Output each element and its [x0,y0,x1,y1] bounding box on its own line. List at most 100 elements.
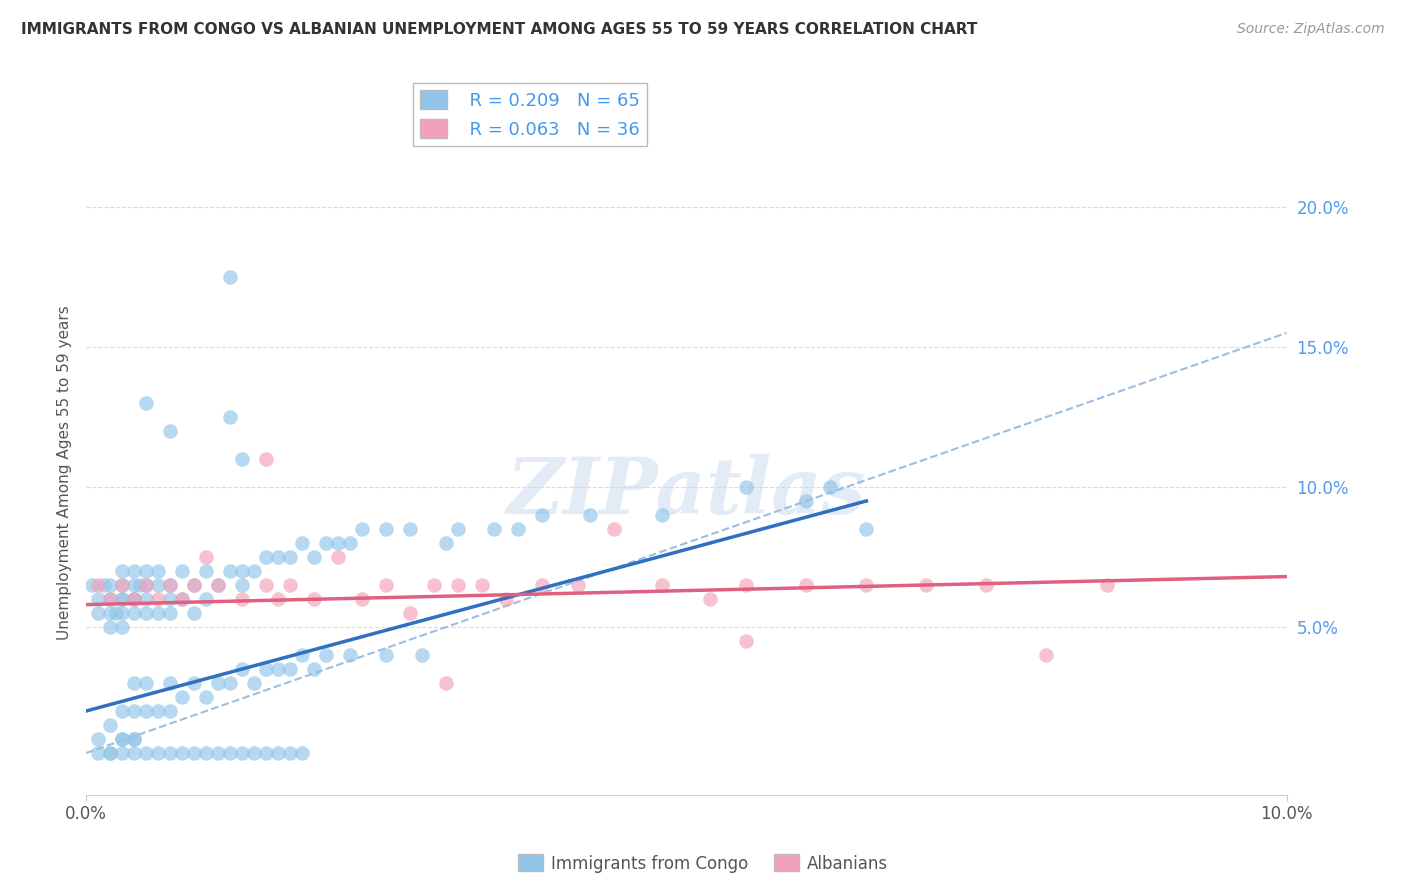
Point [603,522,626,536]
Text: Source: ZipAtlas.com: Source: ZipAtlas.com [1237,22,1385,37]
Point [172,746,194,760]
Point [159,676,181,690]
Point [651,508,673,522]
Point [278,746,301,760]
Point [135,564,157,578]
Point [267,746,290,760]
Point [699,592,721,607]
Point [111,606,134,620]
Point [87,578,110,592]
Point [339,536,361,550]
Point [315,648,337,662]
Point [111,564,134,578]
Point [267,662,290,676]
Point [375,578,398,592]
Text: IMMIGRANTS FROM CONGO VS ALBANIAN UNEMPLOYMENT AMONG AGES 55 TO 59 YEARS CORRELA: IMMIGRANTS FROM CONGO VS ALBANIAN UNEMPL… [21,22,977,37]
Point [159,606,181,620]
Point [796,494,818,508]
Point [855,578,877,592]
Point [278,578,301,592]
Point [820,480,842,494]
Point [111,704,134,718]
Point [243,676,266,690]
Point [352,592,374,607]
Point [231,662,253,676]
Point [146,746,169,760]
Point [135,676,157,690]
Point [291,648,314,662]
Point [315,536,337,550]
Point [183,578,205,592]
Point [207,578,229,592]
Point [243,564,266,578]
Point [195,592,218,607]
Point [98,606,121,620]
Point [1035,648,1057,662]
Point [159,592,181,607]
Point [146,578,169,592]
Point [434,536,457,550]
Point [93,578,115,592]
Point [291,536,314,550]
Point [231,592,253,607]
Point [111,620,134,634]
Point [183,676,205,690]
Point [219,564,242,578]
Point [159,578,181,592]
Point [399,522,422,536]
Point [651,578,673,592]
Point [172,592,194,607]
Point [855,522,877,536]
Legend: Immigrants from Congo, Albanians: Immigrants from Congo, Albanians [512,847,894,880]
Point [207,746,229,760]
Point [399,606,422,620]
Point [135,606,157,620]
Point [219,746,242,760]
Point [254,549,277,564]
Point [146,606,169,620]
Point [254,662,277,676]
Point [375,522,398,536]
Point [159,424,181,438]
Point [159,578,181,592]
Point [80,578,103,592]
Point [98,746,121,760]
Point [1095,578,1118,592]
Point [579,508,602,522]
Point [111,746,134,760]
Point [122,592,145,607]
Point [111,578,134,592]
Point [98,620,121,634]
Point [735,578,758,592]
Point [122,578,145,592]
Point [423,578,446,592]
Point [111,578,134,592]
Point [183,606,205,620]
Point [122,564,145,578]
Point [484,522,506,536]
Point [146,592,169,607]
Point [195,690,218,704]
Point [98,578,121,592]
Point [111,732,134,747]
Point [135,704,157,718]
Point [508,522,530,536]
Point [135,396,157,410]
Point [219,676,242,690]
Point [434,676,457,690]
Point [267,592,290,607]
Point [447,578,470,592]
Point [278,549,301,564]
Point [111,592,134,607]
Point [98,746,121,760]
Point [411,648,433,662]
Point [495,592,517,607]
Point [98,592,121,607]
Point [122,732,145,747]
Point [219,269,242,284]
Point [159,746,181,760]
Point [254,746,277,760]
Point [531,578,554,592]
Point [291,746,314,760]
Point [122,606,145,620]
